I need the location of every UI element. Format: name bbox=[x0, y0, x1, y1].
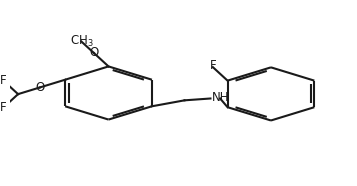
Text: F: F bbox=[0, 74, 7, 87]
Text: O: O bbox=[35, 81, 44, 94]
Text: NH: NH bbox=[212, 91, 230, 104]
Text: F: F bbox=[0, 101, 7, 114]
Text: F: F bbox=[210, 59, 216, 72]
Text: CH$_3$: CH$_3$ bbox=[70, 34, 93, 49]
Text: O: O bbox=[89, 46, 99, 60]
